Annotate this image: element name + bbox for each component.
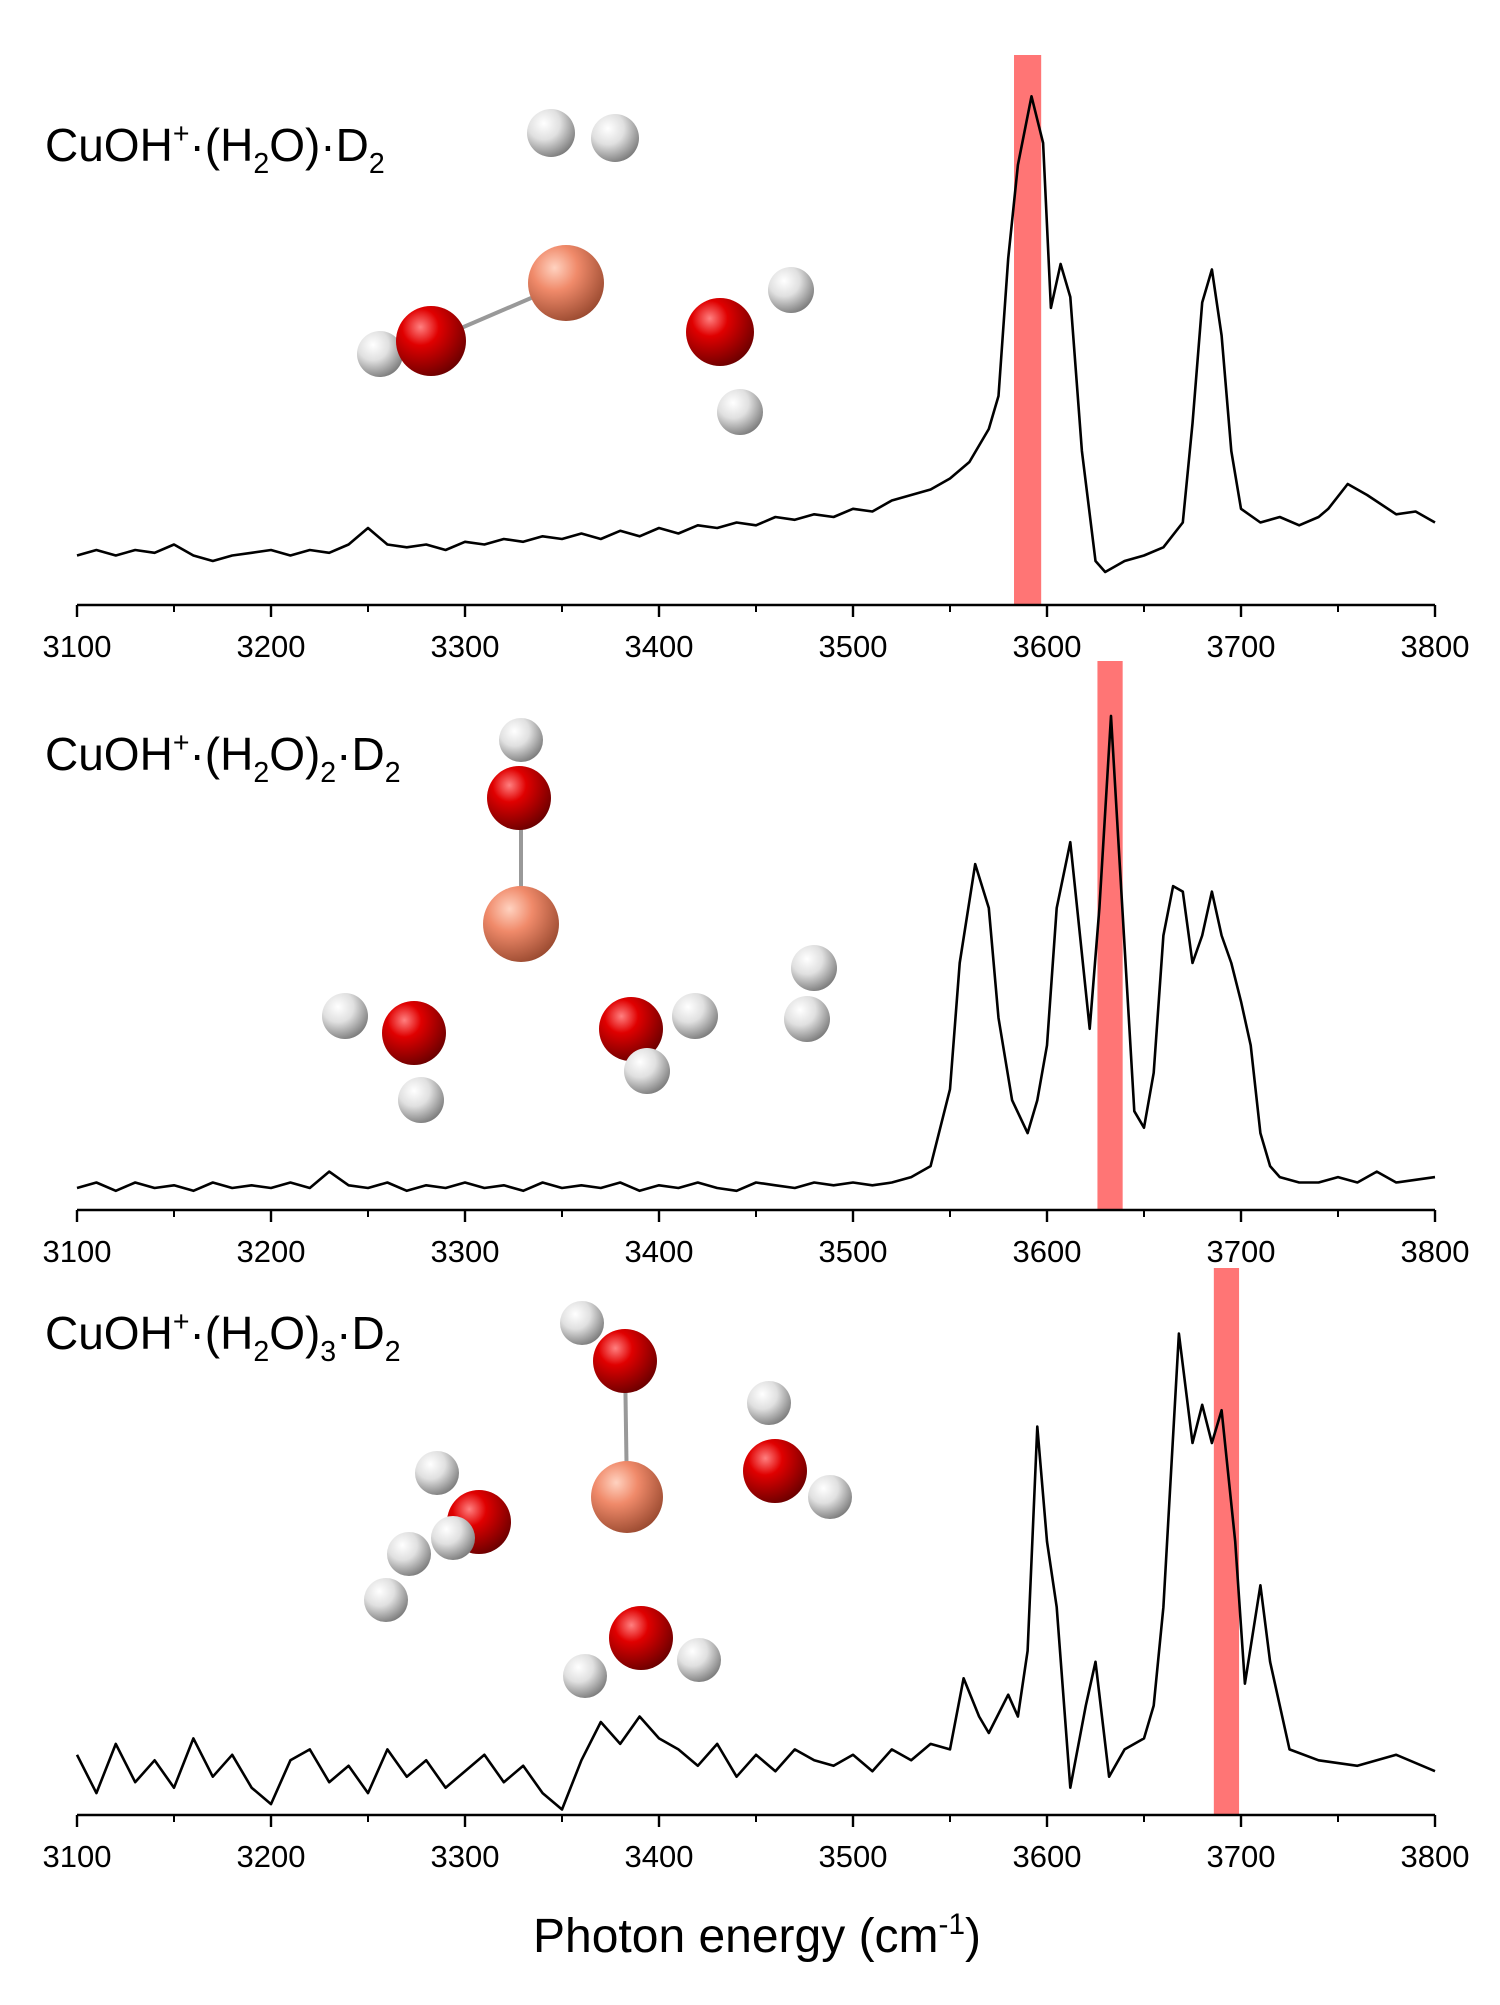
panel-title: CuOH+·(H2O)·D2 xyxy=(45,118,385,180)
atom xyxy=(784,996,830,1042)
x-tick-label: 3500 xyxy=(819,629,888,664)
highlight-band xyxy=(1014,55,1042,605)
atom xyxy=(364,1578,408,1622)
panel-title: CuOH+·(H2O)3·D2 xyxy=(45,1306,401,1368)
text-part: 2 xyxy=(385,1336,401,1368)
text-part: ·D xyxy=(336,1307,385,1359)
x-tick-label: 3100 xyxy=(43,1234,112,1269)
atom xyxy=(499,718,543,762)
text-part: + xyxy=(173,118,190,150)
atom xyxy=(357,331,403,377)
atom xyxy=(528,245,604,321)
text-part: O)·D xyxy=(269,119,369,171)
x-tick-label: 3600 xyxy=(1013,1234,1082,1269)
atom xyxy=(591,114,639,162)
x-tick-label: 3400 xyxy=(625,629,694,664)
x-tick-label: 3700 xyxy=(1207,629,1276,664)
text-part: O) xyxy=(269,1307,320,1359)
x-tick-label: 3100 xyxy=(43,629,112,664)
atom xyxy=(624,1048,670,1094)
atom xyxy=(677,1638,721,1682)
atom xyxy=(322,993,368,1039)
text-part: 2 xyxy=(385,757,401,789)
text-part: 2 xyxy=(369,148,385,180)
atom xyxy=(808,1475,852,1519)
atom xyxy=(791,945,837,991)
text-part: CuOH xyxy=(45,728,173,780)
text-part: CuOH xyxy=(45,119,173,171)
atom xyxy=(396,306,466,376)
text-part: ·(H xyxy=(189,119,253,171)
atom xyxy=(560,1301,604,1345)
x-tick-label: 3500 xyxy=(819,1234,888,1269)
spectrum-line xyxy=(76,95,1436,574)
x-tick-label: 3600 xyxy=(1013,1839,1082,1874)
text-part: -1 xyxy=(939,1908,965,1941)
molecule-illustrations xyxy=(322,109,852,1698)
atom xyxy=(398,1077,444,1123)
panel-title: CuOH+·(H2O)2·D2 xyxy=(45,727,401,789)
x-tick-label: 3800 xyxy=(1401,1234,1470,1269)
text-part: ·(H xyxy=(189,1307,253,1359)
text-part: CuOH xyxy=(45,1307,173,1359)
x-tick-label: 3800 xyxy=(1401,629,1470,664)
atom xyxy=(563,1654,607,1698)
text-part: 2 xyxy=(253,757,269,789)
x-tick-label: 3300 xyxy=(431,1839,500,1874)
x-tick-label: 3300 xyxy=(431,629,500,664)
text-part: + xyxy=(173,727,190,759)
text-part: Photon energy (cm xyxy=(533,1910,939,1963)
atom xyxy=(672,993,718,1039)
atom xyxy=(609,1606,673,1670)
x-tick-label: 3300 xyxy=(431,1234,500,1269)
x-tick-label: 3800 xyxy=(1401,1839,1470,1874)
text-part: 3 xyxy=(320,1336,336,1368)
atom xyxy=(593,1329,657,1393)
atom xyxy=(415,1451,459,1495)
x-tick-label: 3600 xyxy=(1013,629,1082,664)
text-part: ) xyxy=(965,1910,981,1963)
text-part: ·D xyxy=(336,728,385,780)
x-tick-label: 3200 xyxy=(237,629,306,664)
text-part: 2 xyxy=(320,757,336,789)
x-tick-label: 3700 xyxy=(1207,1234,1276,1269)
atom xyxy=(747,1381,791,1425)
spectrum-line xyxy=(76,714,1436,1193)
atom xyxy=(591,1461,663,1533)
atom xyxy=(431,1516,475,1560)
x-tick-label: 3200 xyxy=(237,1234,306,1269)
atom xyxy=(599,997,663,1061)
x-tick-label: 3400 xyxy=(625,1234,694,1269)
text-part: 2 xyxy=(253,148,269,180)
atom xyxy=(483,886,559,962)
text-part: + xyxy=(173,1306,190,1338)
atom xyxy=(527,109,575,157)
spectrum-line xyxy=(75,1332,1436,1811)
atom xyxy=(686,298,754,366)
atom xyxy=(382,1001,446,1065)
x-tick-label: 3500 xyxy=(819,1839,888,1874)
text-part: O) xyxy=(269,728,320,780)
atom xyxy=(717,389,763,435)
text-part: ·(H xyxy=(189,728,253,780)
x-tick-label: 3100 xyxy=(43,1839,112,1874)
x-axis-label: Photon energy (cm-1) xyxy=(533,1908,981,1963)
atom xyxy=(768,267,814,313)
x-tick-label: 3400 xyxy=(625,1839,694,1874)
atom xyxy=(743,1439,807,1503)
atom xyxy=(387,1532,431,1576)
x-tick-label: 3700 xyxy=(1207,1839,1276,1874)
x-tick-label: 3200 xyxy=(237,1839,306,1874)
text-part: 2 xyxy=(253,1336,269,1368)
atom xyxy=(487,766,551,830)
